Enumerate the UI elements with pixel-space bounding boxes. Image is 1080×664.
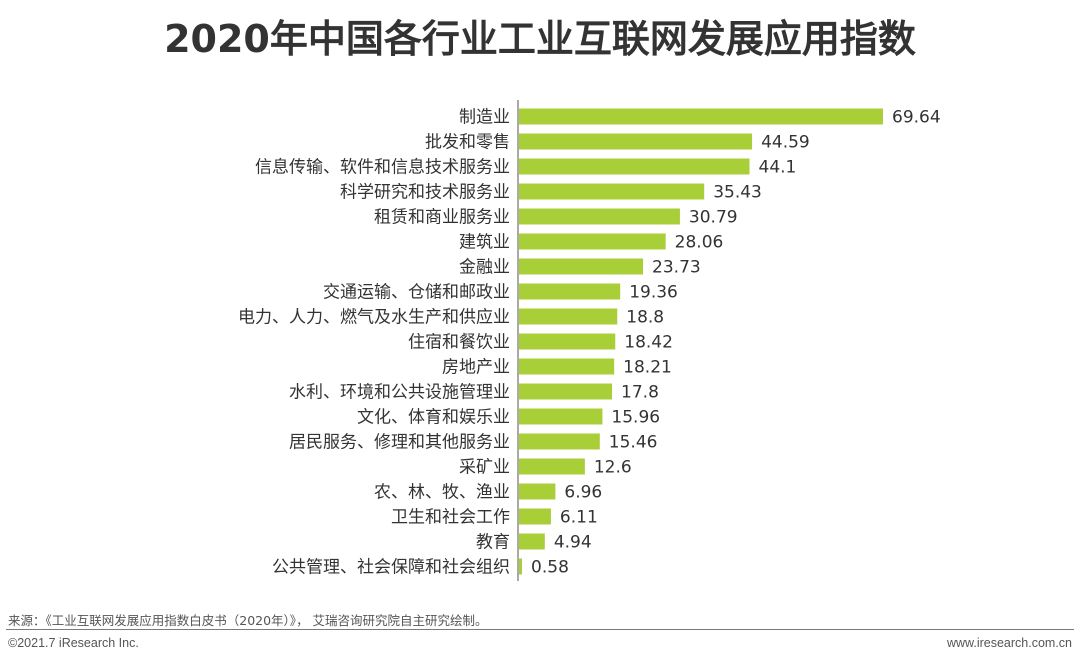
category-label: 卫生和社会工作 <box>391 508 510 528</box>
category-label: 租赁和商业服务业 <box>374 208 510 228</box>
bar-10 <box>519 358 615 375</box>
value-label: 23.73 <box>652 258 701 278</box>
category-label: 建筑业 <box>459 233 510 253</box>
bar-14 <box>519 458 585 475</box>
category-label: 农、林、牧、渔业 <box>374 483 510 503</box>
category-label: 居民服务、修理和其他服务业 <box>289 433 510 453</box>
value-label: 44.59 <box>761 133 810 153</box>
bar-12 <box>519 408 603 425</box>
category-label: 电力、人力、燃气及水生产和供应业 <box>238 308 510 328</box>
bar-1 <box>519 133 753 150</box>
bar-11 <box>519 383 613 400</box>
bar-2 <box>519 158 750 175</box>
bar-13 <box>519 433 600 450</box>
page-title: 2020年中国各行业工业互联网发展应用指数 <box>164 17 916 61</box>
value-label: 69.64 <box>892 108 941 128</box>
bar-4 <box>519 208 680 225</box>
bar-9 <box>519 333 616 350</box>
category-label: 采矿业 <box>459 458 510 478</box>
category-label: 教育 <box>476 533 510 553</box>
category-label: 制造业 <box>459 108 510 128</box>
value-labels-group: 69.64 44.59 44.1 35.43 30.79 28.06 23.73 19.36 1… <box>531 108 941 578</box>
category-label: 公共管理、社会保障和社会组织 <box>272 558 510 578</box>
value-label: 28.06 <box>675 233 724 253</box>
category-label: 水利、环境和公共设施管理业 <box>289 383 510 403</box>
copyright-text: ©2021.7 iResearch Inc. <box>8 636 139 650</box>
bar-8 <box>519 308 618 325</box>
value-label: 18.8 <box>626 308 664 328</box>
category-labels-group: 制造业批发和零售信息传输、软件和信息技术服务业科学研究和技术服务业租赁和商业服务… <box>238 108 510 578</box>
value-label: 17.8 <box>621 383 659 403</box>
source-note: 来源：《工业互联网发展应用指数白皮书（2020年）》， 艾瑞咨询研究院自主研究绘… <box>8 613 488 628</box>
bar-6 <box>519 258 644 275</box>
bar-0 <box>519 108 883 125</box>
bar-chart: 制造业批发和零售信息传输、软件和信息技术服务业科学研究和技术服务业租赁和商业服务… <box>238 100 941 581</box>
category-label: 科学研究和技术服务业 <box>340 183 510 203</box>
bar-7 <box>519 283 621 300</box>
category-label: 信息传输、软件和信息技术服务业 <box>255 158 510 178</box>
category-label: 交通运输、仓储和邮政业 <box>323 283 510 303</box>
value-label: 15.46 <box>609 433 658 453</box>
bar-15 <box>519 483 556 500</box>
category-label: 住宿和餐饮业 <box>408 333 510 353</box>
value-label: 35.43 <box>713 183 762 203</box>
category-label: 批发和零售 <box>425 133 510 153</box>
value-label: 44.1 <box>759 158 797 178</box>
value-label: 0.58 <box>531 558 569 578</box>
value-label: 6.11 <box>560 508 598 528</box>
bar-3 <box>519 183 705 200</box>
value-label: 19.36 <box>629 283 678 303</box>
bar-5 <box>519 233 666 250</box>
value-label: 4.94 <box>554 533 592 553</box>
value-label: 15.96 <box>611 408 660 428</box>
category-label: 文化、体育和娱乐业 <box>357 408 510 428</box>
value-label: 18.21 <box>623 358 672 378</box>
footer-divider <box>6 629 1074 630</box>
category-label: 房地产业 <box>442 358 510 378</box>
value-label: 12.6 <box>594 458 632 478</box>
value-label: 6.96 <box>564 483 602 503</box>
bar-17 <box>519 533 545 550</box>
bars-group <box>519 108 883 575</box>
website-link[interactable]: www.iresearch.com.cn <box>946 636 1072 650</box>
bar-16 <box>519 508 551 525</box>
category-label: 金融业 <box>459 258 510 278</box>
value-label: 30.79 <box>689 208 738 228</box>
bar-18 <box>519 558 523 575</box>
value-label: 18.42 <box>624 333 673 353</box>
